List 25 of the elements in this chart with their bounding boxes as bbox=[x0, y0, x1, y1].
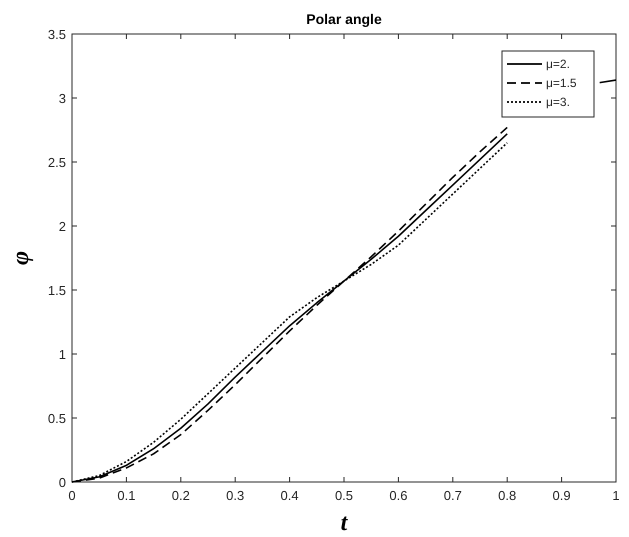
y-tick-label: 0 bbox=[58, 475, 66, 490]
x-tick-label: 0.1 bbox=[117, 488, 136, 503]
y-tick-label: 3.5 bbox=[48, 27, 66, 42]
y-tick-label: 3 bbox=[58, 91, 66, 106]
y-tick-label: 1 bbox=[58, 347, 66, 362]
x-tick-label: 0.6 bbox=[389, 488, 408, 503]
x-tick-label: 0.3 bbox=[226, 488, 244, 503]
y-tick-label: 1.5 bbox=[48, 283, 66, 298]
legend-label: μ=2. bbox=[546, 57, 570, 71]
x-tick-label: 0.9 bbox=[552, 488, 571, 503]
x-tick-label: 1 bbox=[612, 488, 620, 503]
legend-label: μ=1.5 bbox=[546, 76, 577, 90]
y-tick-label: 2 bbox=[58, 219, 66, 234]
x-tick-label: 0.5 bbox=[334, 488, 354, 503]
x-tick-label: 0.7 bbox=[444, 488, 462, 503]
y-tick-label: 0.5 bbox=[48, 411, 66, 426]
x-tick-label: 0 bbox=[68, 488, 76, 503]
x-tick-label: 0.4 bbox=[280, 488, 299, 503]
y-tick-label: 2.5 bbox=[48, 155, 66, 170]
chart-title: Polar angle bbox=[306, 11, 382, 27]
y-axis-title: φ bbox=[8, 250, 34, 266]
x-axis-title: t bbox=[340, 510, 349, 536]
legend-label: μ=3. bbox=[546, 95, 570, 109]
x-tick-label: 0.8 bbox=[498, 488, 516, 503]
x-tick-label: 0.2 bbox=[172, 488, 190, 503]
